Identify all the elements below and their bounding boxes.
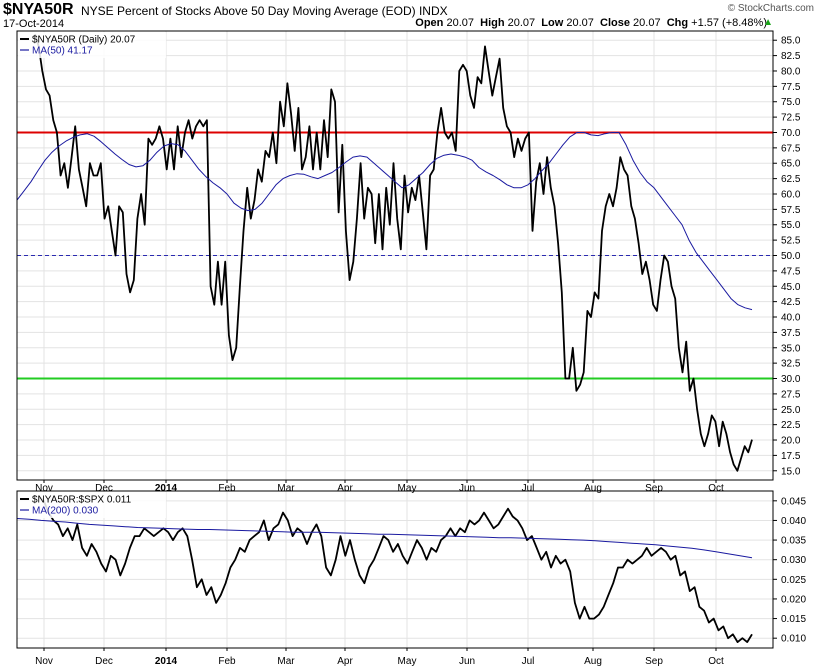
x-tick-label: Sep xyxy=(645,656,663,667)
x-tick-label: 2014 xyxy=(155,656,178,667)
upper-panel: 85.0 82.5 80.0 77.5 75.0 72.5 70.0 67.5 65.0 62.5… xyxy=(16,30,801,494)
high-label: High xyxy=(480,17,505,29)
y-tick-label: 0.025 xyxy=(781,575,806,586)
y-tick-label: 47.5 xyxy=(781,266,801,277)
close-label: Close xyxy=(600,17,630,29)
panel-frame xyxy=(16,30,774,481)
x-tick-label: 2014 xyxy=(155,483,178,494)
x-tick-label: Dec xyxy=(95,483,113,494)
y-tick-label: 50.0 xyxy=(781,251,801,262)
y-tick-label: 0.030 xyxy=(781,555,806,566)
chart-subtitle: NYSE Percent of Stocks Above 50 Day Movi… xyxy=(81,4,448,18)
x-tick-label: Jun xyxy=(459,656,475,667)
y-tick-label: 57.5 xyxy=(781,205,801,216)
high-value: 20.07 xyxy=(507,17,536,29)
y-tick-label: 32.5 xyxy=(781,359,801,370)
x-tick-label: Jul xyxy=(522,483,535,494)
price-series-line xyxy=(34,33,753,472)
y-tick-label: 42.5 xyxy=(781,297,801,308)
x-tick-label: Mar xyxy=(277,483,295,494)
y-tick-label: 40.0 xyxy=(781,313,801,324)
ohlc-readout: Open 20.07 High 20.07 Low 20.07 Close 20… xyxy=(415,17,767,29)
chart-symbol: $NYA50R xyxy=(3,1,74,18)
y-tick-label: 0.040 xyxy=(781,516,806,527)
moving-average-line xyxy=(16,132,753,311)
chg-label: Chg xyxy=(666,17,689,29)
y-tick-label: 0.015 xyxy=(781,614,806,625)
x-tick-label: Feb xyxy=(218,656,236,667)
chg-value: +1.57 (+8.48%) xyxy=(691,17,767,29)
x-tick-label: Jun xyxy=(459,483,475,494)
x-tick-label: Oct xyxy=(708,483,724,494)
x-tick-label: Aug xyxy=(584,483,602,494)
open-value: 20.07 xyxy=(446,17,474,29)
chart-date: 17-Oct-2014 xyxy=(3,18,65,30)
y-tick-label: 72.5 xyxy=(781,113,801,124)
x-tick-label: Oct xyxy=(708,656,724,667)
legend-background xyxy=(18,32,166,58)
legend-entry: $NYA50R (Daily) 20.07 xyxy=(32,35,136,46)
x-tick-label: Mar xyxy=(277,656,295,667)
y-tick-label: 65.0 xyxy=(781,159,801,170)
y-tick-label: 85.0 xyxy=(781,36,801,47)
x-tick-label: Nov xyxy=(35,656,53,667)
y-tick-label: 35.0 xyxy=(781,343,801,354)
y-tick-label: 0.020 xyxy=(781,594,806,605)
x-tick-label: Apr xyxy=(337,483,353,494)
x-tick-label: Jul xyxy=(522,656,535,667)
price-series-line xyxy=(38,496,753,643)
legend-entry: MA(200) 0.030 xyxy=(32,506,99,517)
x-tick-label: May xyxy=(398,483,417,494)
y-tick-label: 0.045 xyxy=(781,496,806,507)
legend-entry: MA(50) 41.17 xyxy=(32,46,93,57)
up-arrow-icon: ▲ xyxy=(763,17,773,28)
x-tick-label: Apr xyxy=(337,656,353,667)
y-tick-label: 0.035 xyxy=(781,536,806,547)
x-tick-label: May xyxy=(398,656,417,667)
low-label: Low xyxy=(541,17,564,29)
x-tick-label: Feb xyxy=(218,483,236,494)
x-tick-label: Nov xyxy=(35,483,53,494)
y-tick-label: 15.0 xyxy=(781,466,801,477)
y-tick-label: 22.5 xyxy=(781,420,801,431)
y-tick-label: 45.0 xyxy=(781,282,801,293)
x-tick-label: Sep xyxy=(645,483,663,494)
panel-frame xyxy=(16,490,774,649)
x-tick-label: Dec xyxy=(95,656,113,667)
y-tick-label: 77.5 xyxy=(781,82,801,93)
close-value: 20.07 xyxy=(633,17,661,29)
y-tick-label: 55.0 xyxy=(781,220,801,231)
y-tick-label: 82.5 xyxy=(781,51,801,62)
moving-average-line xyxy=(16,518,753,559)
y-tick-label: 75.0 xyxy=(781,97,801,108)
y-tick-label: 20.0 xyxy=(781,436,801,447)
lower-panel: 0.045 0.040 0.035 0.030 0.025 0.020 0.015 0.010… xyxy=(16,490,806,667)
y-tick-label: 0.010 xyxy=(781,634,806,645)
y-tick-label: 60.0 xyxy=(781,189,801,200)
y-tick-label: 27.5 xyxy=(781,389,801,400)
copyright-notice: © StockCharts.com xyxy=(727,3,814,14)
y-tick-label: 37.5 xyxy=(781,328,801,339)
y-tick-label: 17.5 xyxy=(781,451,801,462)
low-value: 20.07 xyxy=(566,17,594,29)
y-tick-label: 70.0 xyxy=(781,128,801,139)
open-label: Open xyxy=(415,17,444,29)
y-tick-label: 30.0 xyxy=(781,374,801,385)
y-tick-label: 62.5 xyxy=(781,174,801,185)
legend-background xyxy=(18,492,166,518)
y-tick-label: 67.5 xyxy=(781,143,801,154)
legend-entry: $NYA50R:$SPX 0.011 xyxy=(32,495,132,506)
y-tick-label: 25.0 xyxy=(781,405,801,416)
x-tick-label: Aug xyxy=(584,656,602,667)
y-tick-label: 52.5 xyxy=(781,236,801,247)
y-tick-label: 80.0 xyxy=(781,66,801,77)
